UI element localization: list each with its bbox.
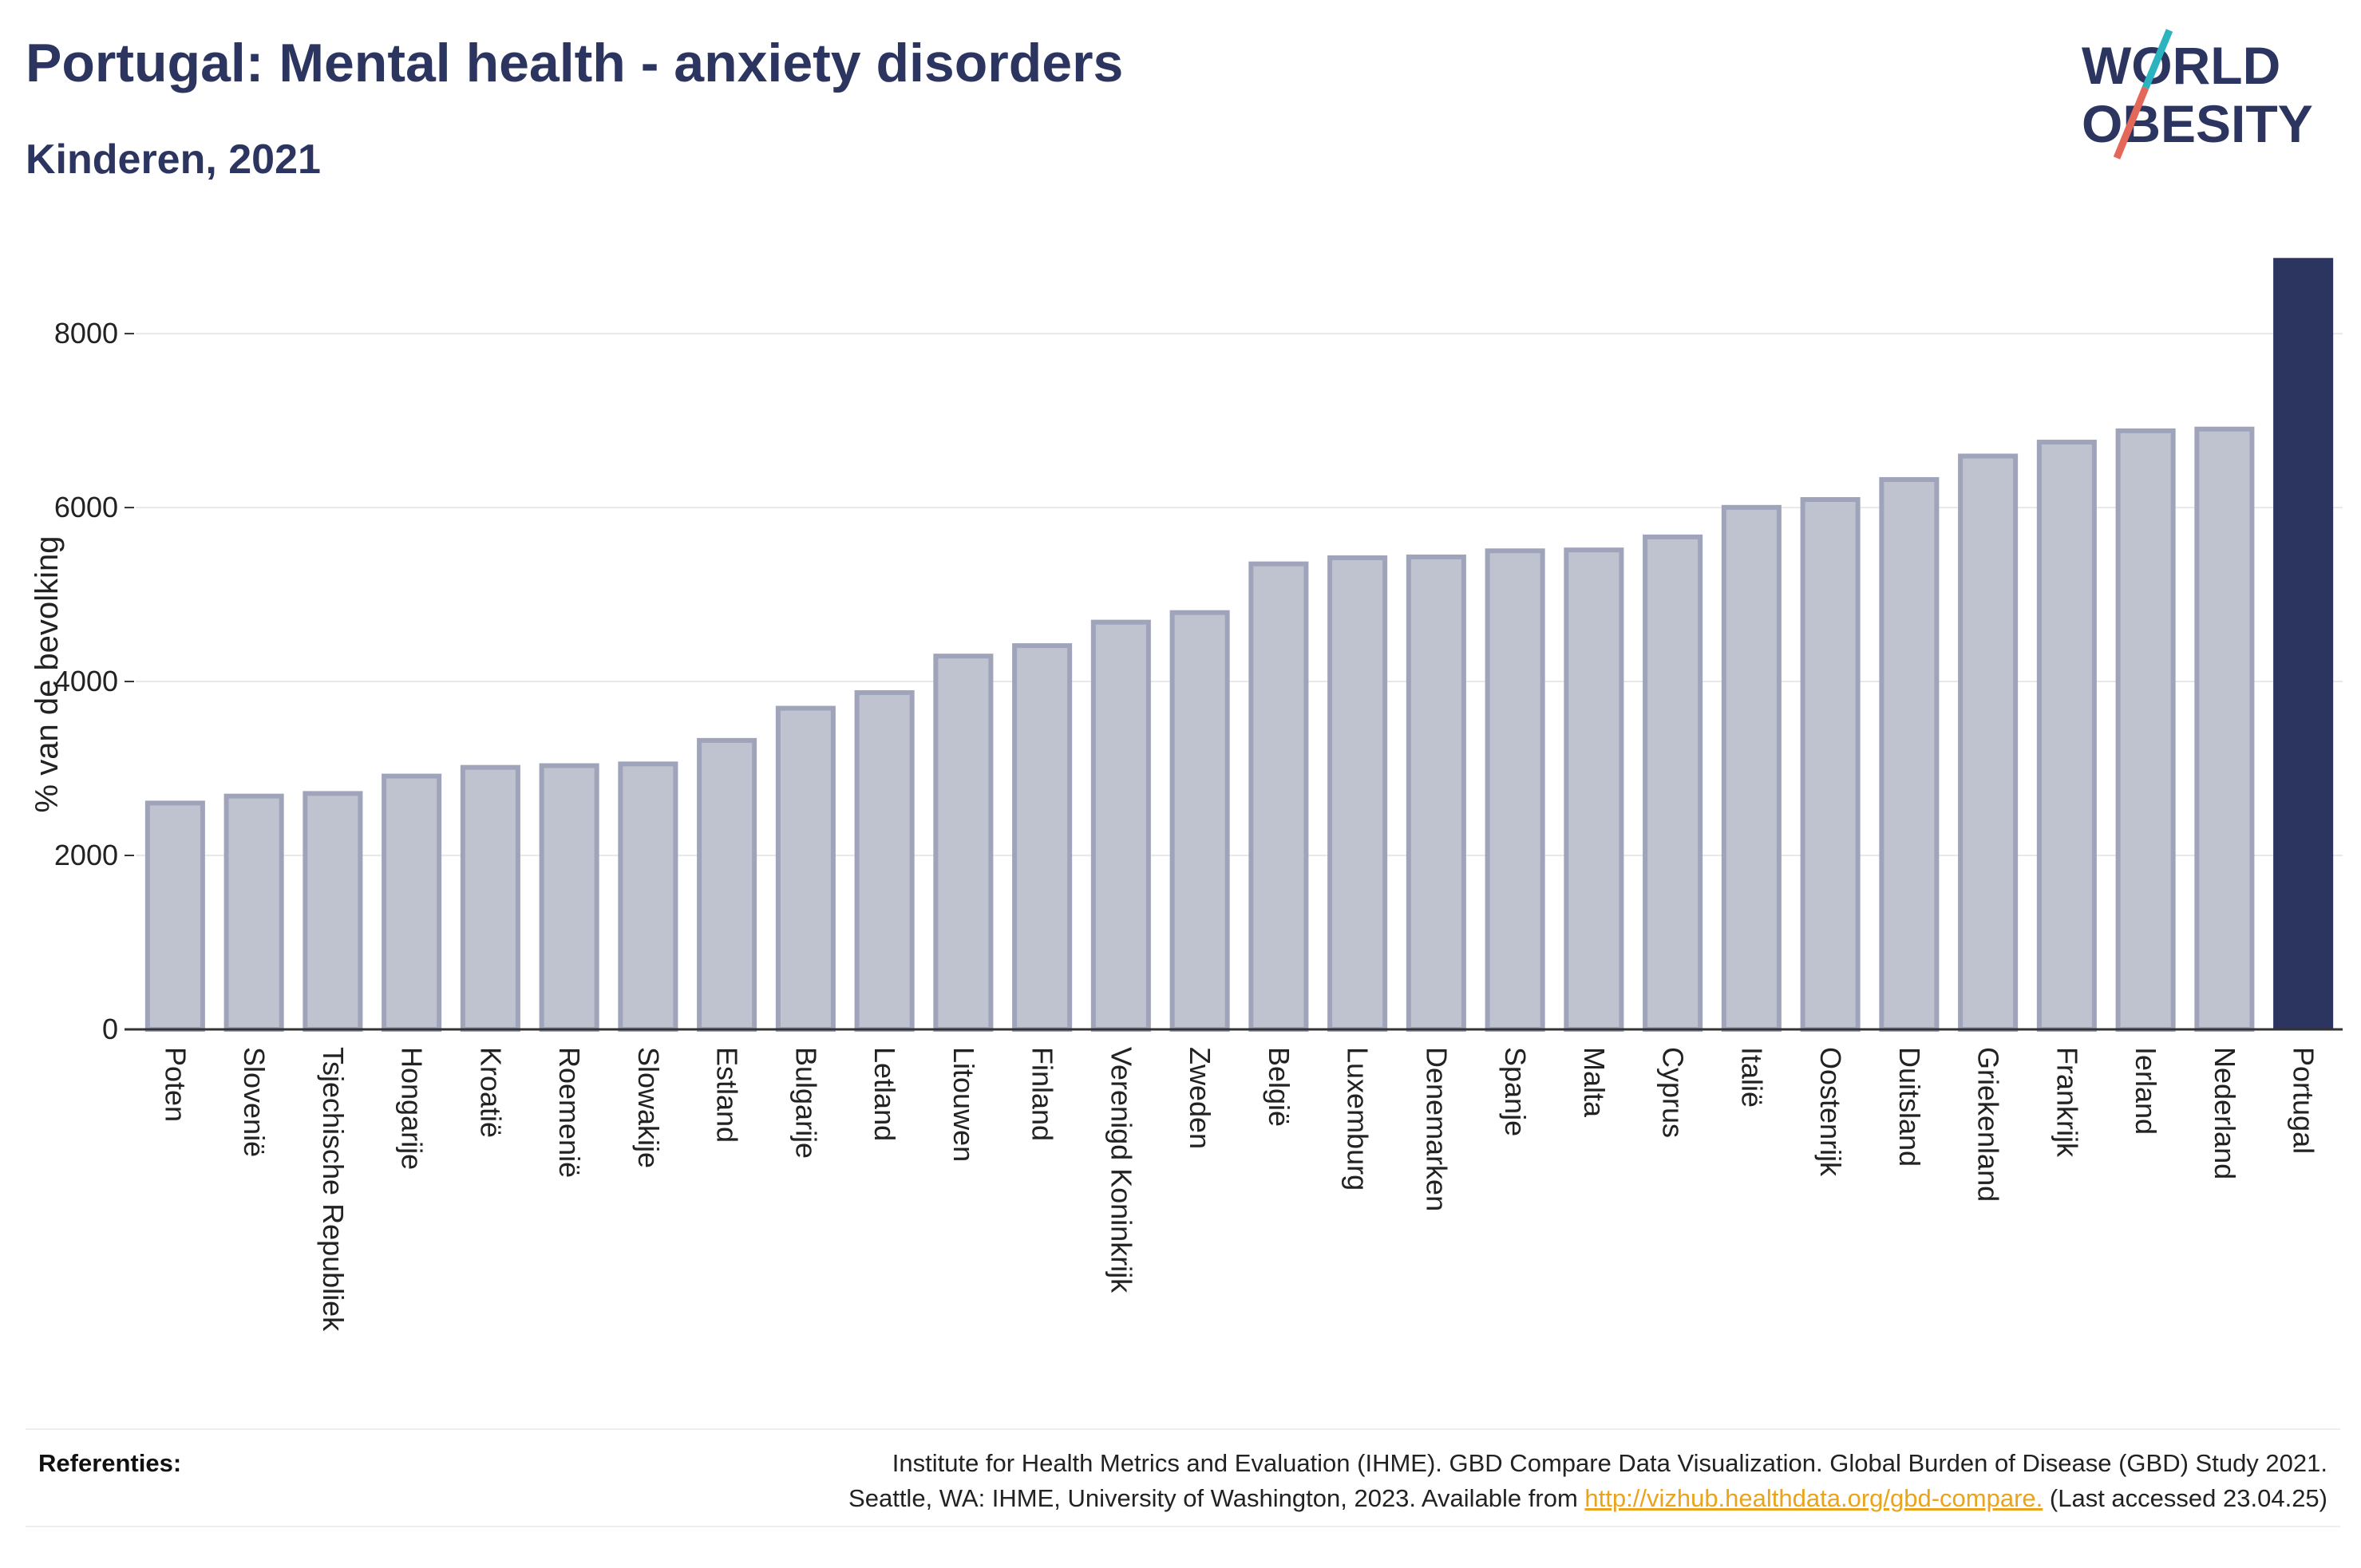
bar	[1958, 453, 2019, 1032]
x-tick-label: Slovenië	[238, 1047, 271, 1157]
y-tick-label: 6000	[54, 491, 118, 523]
x-tick-label: Bulgarije	[789, 1047, 822, 1159]
bar	[1406, 554, 1466, 1032]
bar	[2115, 428, 2176, 1032]
bar	[1169, 610, 1230, 1032]
x-tick-label: Malta	[1578, 1047, 1611, 1118]
bar	[2194, 426, 2255, 1032]
references-line1: Institute for Health Metrics and Evaluat…	[892, 1449, 2327, 1477]
bar-chart: 0 2000 4000 6000 8000 % van de bevolking Poten…	[30, 258, 2343, 1332]
bar	[1800, 496, 1861, 1032]
bar	[933, 654, 994, 1032]
bar	[1012, 643, 1073, 1033]
bar	[1643, 534, 1703, 1032]
x-tick-label: Spanje	[1499, 1047, 1532, 1136]
x-tick-label: België	[1263, 1047, 1295, 1127]
x-tick-label: Kroatië	[474, 1047, 507, 1138]
x-tick-label: Finland	[1026, 1047, 1059, 1141]
bar	[1721, 504, 1782, 1032]
x-tick-label: Frankrijk	[2051, 1047, 2083, 1158]
bar	[1485, 548, 1545, 1032]
logo-line1: WORLD	[2082, 36, 2280, 95]
x-tick-label: Letland	[868, 1047, 901, 1141]
bar	[854, 689, 915, 1033]
bar	[1564, 547, 1624, 1032]
x-tick-label: Oostenrijk	[1814, 1047, 1847, 1177]
references-line2-pre: Seattle, WA: IHME, University of Washing…	[848, 1484, 1585, 1512]
bar	[2036, 440, 2097, 1032]
x-tick-label: Portugal	[2288, 1047, 2320, 1154]
x-tick-label: Litouwen	[947, 1047, 980, 1162]
x-tick-label: Estland	[711, 1047, 744, 1143]
chart-title: Portugal: Mental health - anxiety disord…	[26, 33, 1124, 93]
y-tick-label: 8000	[54, 317, 118, 350]
x-tick-label: Duitsland	[1893, 1047, 1926, 1167]
bar	[1090, 619, 1151, 1032]
bar	[460, 764, 520, 1032]
x-tick-label: Luxemburg	[1342, 1047, 1374, 1191]
x-tick-label: Ierland	[2130, 1047, 2162, 1135]
x-tick-label: Cyprus	[1657, 1047, 1690, 1138]
x-tick-label: Denemarken	[1420, 1047, 1453, 1211]
bar	[223, 793, 284, 1032]
references-box: Referenties: Institute for Health Metric…	[26, 1428, 2340, 1527]
chart-subtitle: Kinderen, 2021	[26, 136, 321, 183]
bar	[382, 773, 442, 1033]
logo-slash-bottom	[2113, 86, 2149, 160]
y-tick-label: 0	[102, 1013, 118, 1045]
x-tick-label: Hongarije	[396, 1047, 429, 1170]
references-label: Referenties:	[38, 1449, 182, 1477]
logo-slash-top	[2142, 29, 2173, 89]
bar	[1879, 476, 1940, 1032]
x-tick-label: Italië	[1735, 1047, 1768, 1108]
x-tick-label: Nederland	[2209, 1047, 2241, 1179]
bar	[539, 763, 599, 1032]
bar	[303, 791, 363, 1032]
bar	[697, 737, 757, 1032]
x-tick-label: Griekenland	[1972, 1047, 2005, 1202]
bar-highlight	[2273, 258, 2334, 1029]
y-axis-label: % van de bevolking	[30, 536, 65, 813]
references-text: Institute for Health Metrics and Evaluat…	[492, 1446, 2327, 1516]
bar	[775, 705, 836, 1032]
x-tick-label: Verenigd Koninkrijk	[1105, 1047, 1137, 1294]
x-tick-label: Tsjechische Republiek	[317, 1047, 350, 1332]
bar	[1248, 561, 1309, 1032]
bar	[144, 800, 205, 1032]
y-tick-label: 2000	[54, 839, 118, 871]
y-tick-label: 4000	[54, 665, 118, 697]
bar	[618, 761, 678, 1033]
x-tick-label: Zweden	[1184, 1047, 1216, 1149]
references-line2-post: (Last accessed 23.04.25)	[2043, 1484, 2327, 1512]
world-obesity-logo: WORLD OBESITY	[2082, 29, 2313, 160]
bar	[1327, 555, 1388, 1032]
x-tick-label: Roemenië	[553, 1047, 586, 1178]
references-link[interactable]: http://vizhub.healthdata.org/gbd-compare…	[1584, 1484, 2043, 1512]
x-tick-label: Slowakije	[632, 1047, 665, 1168]
x-tick-label: Poten	[159, 1047, 192, 1122]
